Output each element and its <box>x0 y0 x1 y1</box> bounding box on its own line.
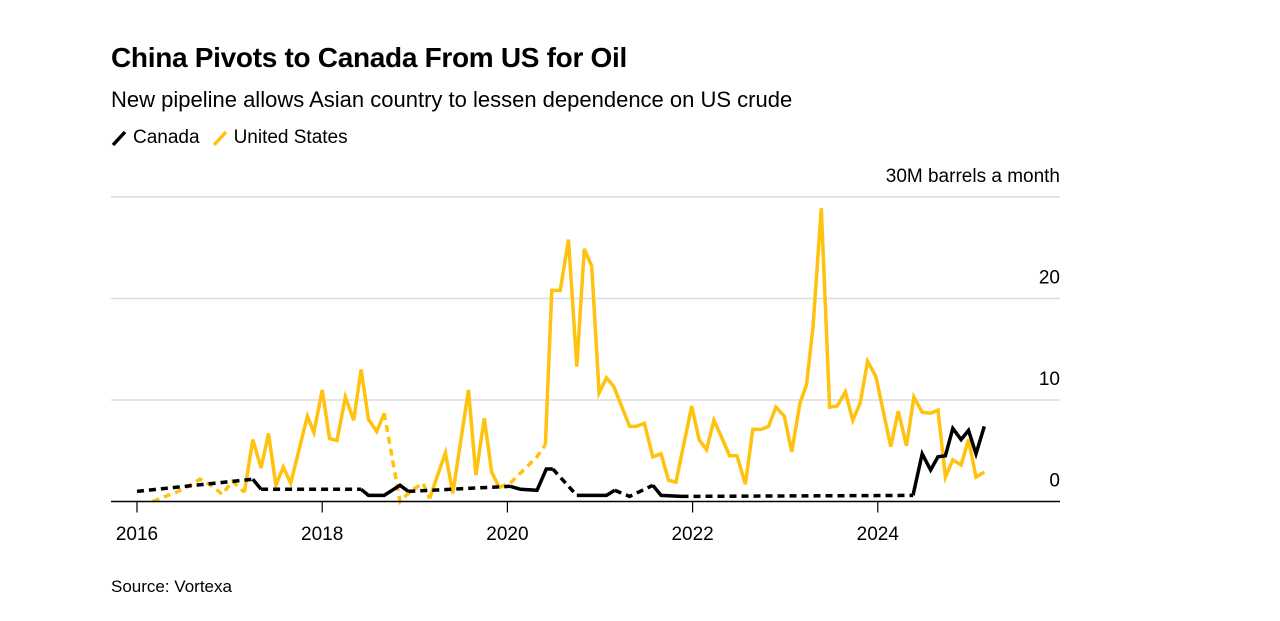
solid-line-segment <box>427 389 501 500</box>
series-united-states <box>152 208 986 506</box>
legend-label: United States <box>233 127 348 148</box>
legend: Canada United States <box>111 127 360 149</box>
dashed-line-segment <box>681 493 914 499</box>
solid-line-segment <box>509 467 553 493</box>
x-tick-label: 2022 <box>671 524 713 545</box>
solid-line-segment <box>651 484 682 499</box>
y-tick-label: 20 <box>1039 268 1060 289</box>
dashed-line-segment <box>551 467 579 497</box>
legend-item-united-states: United States <box>212 127 348 149</box>
dashed-line-segment <box>408 484 511 494</box>
y-tick-label: 30M barrels a month <box>886 166 1060 187</box>
solid-line-segment <box>251 478 263 491</box>
legend-swatch-canada-icon <box>111 130 127 147</box>
solid-line-segment <box>543 208 986 485</box>
legend-item-canada: Canada <box>111 127 200 149</box>
x-tick-label: 2020 <box>486 524 528 545</box>
dashed-line-segment <box>152 477 246 504</box>
source-note: Source: Vortexa <box>111 577 232 596</box>
dashed-line-segment <box>382 412 432 506</box>
dashed-line-segment <box>498 443 547 489</box>
solid-line-segment <box>576 488 616 498</box>
y-tick-label: 10 <box>1039 369 1060 390</box>
chart-title: China Pivots to Canada From US for Oil <box>111 42 627 73</box>
y-tick-label: 0 <box>1049 471 1060 492</box>
series-canada <box>136 424 986 499</box>
chart-subtitle: New pipeline allows Asian country to les… <box>111 87 793 112</box>
x-tick-label: 2024 <box>857 524 900 545</box>
x-tick-label: 2018 <box>301 524 343 545</box>
solid-line-segment <box>911 424 986 496</box>
legend-label: Canada <box>133 127 200 148</box>
legend-swatch-united-states-icon <box>212 130 227 147</box>
dashed-line-segment <box>136 477 253 494</box>
x-tick-label: 2016 <box>116 524 158 545</box>
solid-line-segment <box>242 369 386 493</box>
dashed-line-segment <box>614 483 654 499</box>
solid-line-segment <box>359 483 410 498</box>
